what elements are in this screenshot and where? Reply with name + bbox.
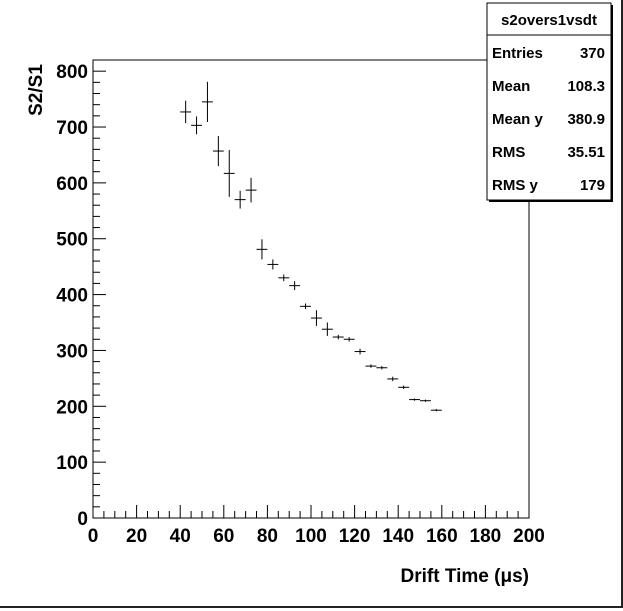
data-point (365, 364, 377, 368)
plot-border (92, 59, 530, 519)
x-tick-label: 60 (213, 526, 234, 547)
data-point (300, 303, 311, 310)
data-points (180, 81, 442, 412)
y-tick-label: 100 (56, 453, 88, 474)
stats-row-value: 108.3 (567, 78, 605, 95)
data-point (311, 310, 322, 326)
data-point (212, 135, 224, 167)
data-point (398, 385, 410, 389)
y-tick-label: 0 (77, 509, 88, 530)
data-point (387, 376, 399, 382)
x-tick-label: 100 (295, 526, 327, 547)
x-tick-label: 120 (339, 526, 371, 547)
stats-row-label: Entries (492, 45, 543, 62)
y-tick-label: 500 (56, 230, 88, 251)
y-tick-label: 200 (56, 397, 88, 418)
data-point (354, 348, 366, 355)
stats-row-label: RMS (492, 144, 525, 161)
data-point (256, 239, 268, 260)
data-point (245, 177, 257, 203)
stats-row-label: Mean y (492, 111, 544, 128)
data-point (223, 149, 235, 197)
stats-title: s2overs1vsdt (501, 12, 597, 29)
data-point (343, 337, 355, 342)
data-point (278, 274, 290, 282)
data-point (332, 334, 344, 340)
y-tick-label: 300 (56, 341, 88, 362)
x-axis-title: Drift Time (μs) (401, 566, 529, 587)
y-tick-label: 700 (56, 118, 88, 139)
data-point (376, 366, 388, 370)
stats-box-frame (486, 2, 612, 201)
data-point (267, 259, 279, 270)
y-tick-label: 400 (56, 286, 88, 307)
stats-row-value: 35.51 (567, 144, 605, 161)
x-tick-label: 80 (257, 526, 278, 547)
data-point (202, 81, 213, 122)
x-tick-label: 180 (470, 526, 502, 547)
data-point (191, 116, 202, 135)
axis-ticks (92, 59, 530, 519)
stats-row-value: 380.9 (567, 111, 605, 128)
data-point (289, 281, 301, 291)
stats-row-value: 370 (580, 45, 605, 62)
data-point (430, 409, 442, 412)
stats-row-label: RMS y (492, 177, 539, 194)
x-tick-label: 140 (382, 526, 414, 547)
y-tick-label: 800 (56, 62, 88, 83)
x-tick-label: 160 (426, 526, 458, 547)
data-point (420, 399, 431, 402)
data-point (321, 322, 333, 336)
data-point (234, 190, 246, 209)
x-tick-label: 20 (126, 526, 147, 547)
data-point (409, 398, 420, 401)
x-tick-label: 200 (513, 526, 545, 547)
y-axis-title: S2/S1 (26, 64, 47, 116)
tick-labels: 0 20 40 60 80 100 120 140 160 180 200 0 100 200 300 400… (56, 62, 545, 547)
data-point (180, 100, 192, 124)
y-tick-label: 600 (56, 174, 88, 195)
plot-frame (92, 59, 530, 519)
stats-row-value: 179 (580, 177, 605, 194)
x-tick-label: 40 (170, 526, 191, 547)
stats-row-label: Mean (492, 78, 530, 95)
x-tick-label: 0 (88, 526, 99, 547)
stats-box: s2overs1vsdt Entries 370 Mean 108.3 Mean y 380… (486, 2, 613, 202)
